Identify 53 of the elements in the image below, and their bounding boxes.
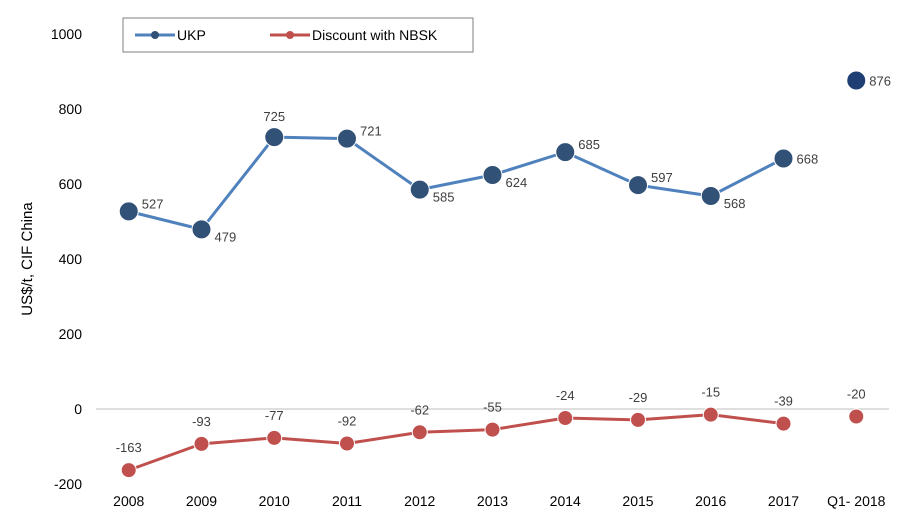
data-label: 668 [796,152,818,166]
data-label: 527 [142,196,164,212]
data-label: -24 [556,388,575,403]
data-label: -77 [264,408,284,423]
point [120,462,137,478]
point [557,410,574,426]
point [776,416,792,432]
point [630,412,646,428]
x-tick-label: 2011 [332,493,362,509]
data-label: -62 [410,402,430,418]
point [412,424,428,440]
data-label: 685 [578,137,600,152]
y-tick-label: 600 [58,176,82,192]
x-tick-label: 2013 [476,493,508,509]
x-tick-label: 2016 [695,493,727,509]
legend-label: Discount with NBSK [312,27,438,43]
point [484,422,500,438]
data-label: 876 [869,74,891,88]
x-tick-label: 2015 [622,493,654,509]
data-label: -39 [774,394,793,409]
y-tick-label: 800 [58,101,82,117]
x-tick-label: 2017 [768,493,800,509]
data-label: -15 [701,384,720,400]
y-axis-title: US$/t, CIF China [19,202,36,316]
data-label: 479 [214,229,236,244]
y-tick-label: 200 [58,326,82,342]
data-label: -55 [483,400,502,415]
data-label: 568 [724,196,746,211]
data-label: -20 [846,386,866,402]
y-tick-label: 0 [74,401,82,417]
data-label: 624 [506,175,528,190]
point [702,406,719,423]
x-tick-label: 2009 [186,493,218,509]
y-tick-label: 1000 [50,26,82,42]
x-tick-label: 2008 [113,493,145,509]
data-label: 725 [263,109,286,124]
data-label: 597 [651,170,673,186]
y-tick-label: 400 [58,251,82,267]
point [266,430,282,446]
data-label: -93 [192,414,211,429]
data-label: -29 [628,390,648,405]
data-label: -163 [116,440,142,456]
data-label: 585 [432,190,454,205]
x-tick-label: Q1- 2018 [827,493,886,509]
data-label: -92 [338,414,356,428]
y-tick-label: -200 [54,476,82,492]
x-tick-label: 2012 [404,493,436,509]
x-tick-label: 2010 [258,493,290,509]
x-tick-label: 2014 [550,493,582,509]
legend-label: UKP [177,27,206,43]
point [193,436,210,452]
data-label: 721 [360,124,382,139]
point [338,436,355,452]
